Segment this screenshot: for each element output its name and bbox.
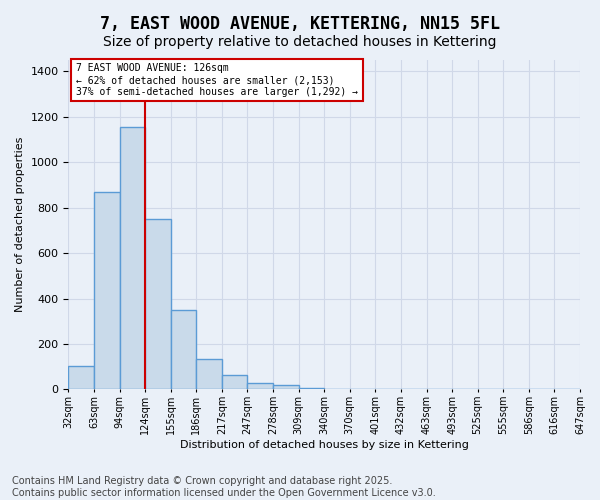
- Text: 7, EAST WOOD AVENUE, KETTERING, NN15 5FL: 7, EAST WOOD AVENUE, KETTERING, NN15 5FL: [100, 15, 500, 33]
- Text: 7 EAST WOOD AVENUE: 126sqm
← 62% of detached houses are smaller (2,153)
37% of s: 7 EAST WOOD AVENUE: 126sqm ← 62% of deta…: [76, 64, 358, 96]
- Bar: [171, 310, 196, 390]
- Bar: [299, 388, 324, 390]
- Bar: [68, 366, 94, 390]
- X-axis label: Distribution of detached houses by size in Kettering: Distribution of detached houses by size …: [180, 440, 469, 450]
- Text: Contains HM Land Registry data © Crown copyright and database right 2025.
Contai: Contains HM Land Registry data © Crown c…: [12, 476, 436, 498]
- Bar: [145, 219, 171, 390]
- Bar: [273, 385, 299, 390]
- Bar: [94, 192, 119, 390]
- Bar: [119, 127, 145, 390]
- Text: Size of property relative to detached houses in Kettering: Size of property relative to detached ho…: [103, 35, 497, 49]
- Bar: [196, 358, 222, 390]
- Bar: [222, 374, 247, 390]
- Y-axis label: Number of detached properties: Number of detached properties: [15, 137, 25, 312]
- Bar: [247, 382, 273, 390]
